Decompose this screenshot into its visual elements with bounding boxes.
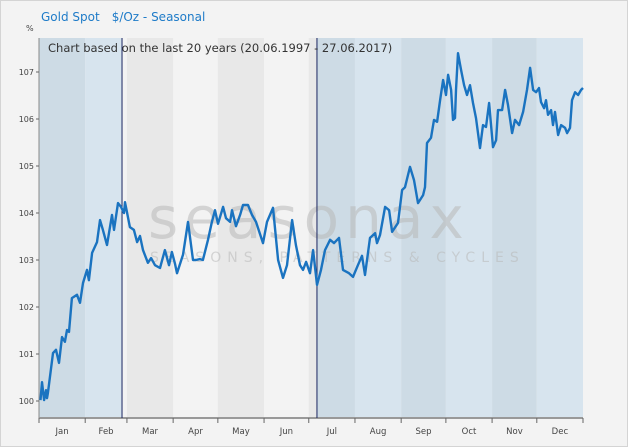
month-band	[492, 38, 537, 418]
month-band	[85, 38, 123, 418]
month-band	[217, 38, 265, 418]
y-tick-label: 105	[19, 162, 34, 171]
month-band	[39, 38, 86, 418]
x-tick-label: Feb	[99, 427, 114, 437]
watermark-brand: seasonax	[148, 184, 470, 252]
month-band	[122, 38, 127, 418]
y-tick-label: 104	[19, 209, 34, 218]
month-band	[445, 38, 493, 418]
y-unit-label: %	[26, 24, 34, 33]
x-tick-label: Apr	[188, 427, 203, 437]
x-tick-label: Aug	[370, 427, 387, 437]
month-band	[316, 38, 355, 418]
series-line	[39, 52, 584, 402]
instrument-name: Gold Spot	[41, 10, 100, 24]
month-band	[536, 38, 583, 418]
watermark-tagline: SEASONS, PATTERNS & CYCLES	[150, 250, 525, 266]
x-tick-label: Sep	[416, 427, 432, 437]
x-tick-label: May	[232, 427, 250, 437]
x-tick-label: Oct	[462, 427, 477, 437]
y-tick-label: 102	[19, 303, 34, 312]
title-text: $/Oz - Seasonal	[111, 10, 206, 24]
y-tick-label: 107	[19, 68, 34, 77]
y-tick-label: 101	[19, 350, 34, 359]
y-tick-label: 103	[19, 256, 34, 265]
month-band	[264, 38, 309, 418]
x-tick-label: Jan	[55, 427, 69, 437]
chart-title: Gold Spot $/Oz - Seasonal	[41, 10, 217, 24]
month-band	[401, 38, 446, 418]
month-band	[126, 38, 174, 418]
x-tick-label: Jul	[326, 427, 337, 437]
y-tick-label: 106	[19, 115, 34, 124]
x-tick-label: Nov	[506, 427, 523, 437]
y-tick-label: 100	[19, 397, 34, 406]
x-tick-label: Jun	[279, 427, 293, 437]
chart-subtitle: Chart based on the last 20 years (20.06.…	[48, 41, 393, 55]
month-band	[308, 38, 317, 418]
x-tick-label: Dec	[552, 427, 569, 437]
x-tick-label: Mar	[142, 427, 159, 437]
